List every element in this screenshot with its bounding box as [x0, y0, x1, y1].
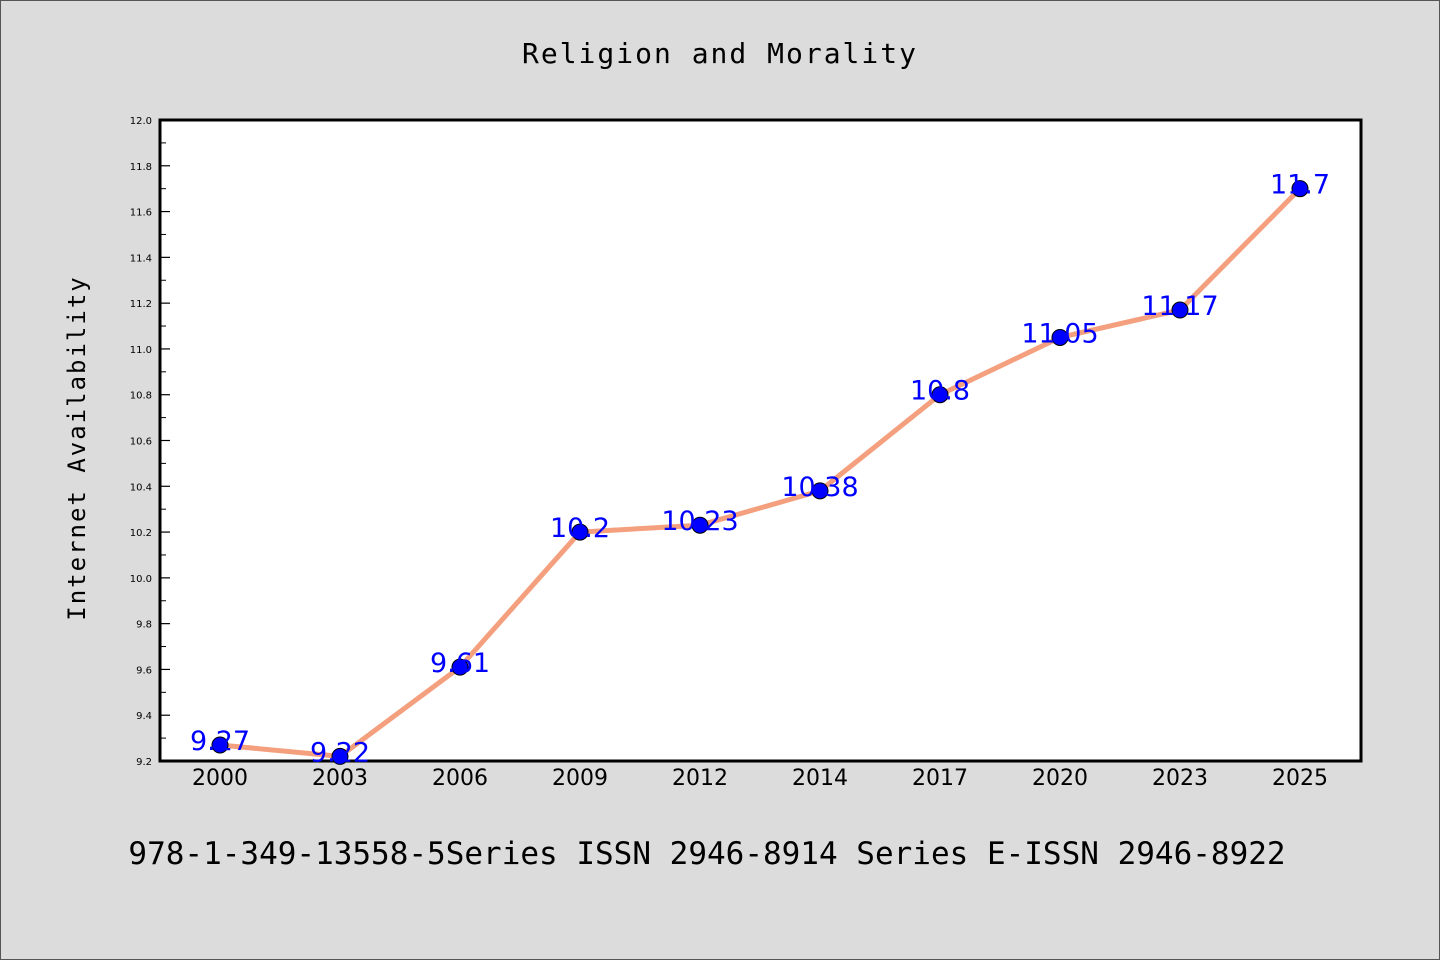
y-tick-label: 9.6 — [136, 665, 152, 676]
data-label: 11.05 — [1021, 318, 1098, 349]
data-label: 11.7 — [1270, 170, 1330, 201]
y-tick-label: 10.0 — [130, 574, 152, 585]
data-point — [691, 516, 709, 534]
y-tick-label: 11.6 — [130, 208, 152, 219]
y-tick-label: 9.4 — [136, 711, 152, 722]
data-point — [1171, 301, 1189, 319]
x-tick-label: 2023 — [1152, 766, 1208, 791]
x-tick-label: 2003 — [312, 766, 368, 791]
x-tick-label: 2017 — [912, 766, 968, 791]
x-axis: 2000 2003 2006 2009 2012 2014 2017 2020 2023 2025 — [192, 766, 1328, 791]
data-label: 9.61 — [430, 648, 490, 679]
y-tick-label: 9.2 — [136, 757, 152, 768]
y-axis: 9.2 9.4 9.6 9.8 10.0 10.2 10.4 10.6 10.8 11.0 11.2… — [130, 116, 170, 768]
y-tick-label: 10.2 — [130, 528, 152, 539]
y-tick-label: 11.0 — [130, 345, 152, 356]
series-line — [217, 186, 1303, 759]
y-tick-label: 12.0 — [130, 116, 152, 127]
data-label: 9.22 — [310, 737, 370, 768]
data-label: 9.27 — [190, 726, 250, 757]
y-tick-label: 11.4 — [130, 253, 152, 264]
y-tick-label: 9.8 — [136, 620, 152, 631]
footer-isbn-issn: 978-1-349-13558-5Series ISSN 2946-8914 S… — [128, 836, 1285, 872]
y-tick-label: 10.4 — [130, 482, 152, 493]
x-tick-label: 2020 — [1032, 766, 1088, 791]
series-layer: 9.27 9.22 9.61 10.2 10.23 10.38 10.8 11.05 11.17… — [190, 170, 1330, 769]
data-label: 11.17 — [1141, 291, 1218, 322]
x-tick-label: 2012 — [672, 766, 728, 791]
x-tick-label: 2009 — [552, 766, 608, 791]
y-tick-label: 10.8 — [130, 391, 152, 402]
x-tick-label: 2014 — [792, 766, 848, 791]
data-point — [451, 658, 469, 676]
y-tick-label: 11.8 — [130, 162, 152, 173]
y-tick-label: 11.2 — [130, 299, 152, 310]
y-tick-label: 10.6 — [130, 437, 152, 448]
data-point — [1051, 328, 1069, 346]
plot-area — [158, 118, 1363, 763]
chart-title: Religion and Morality — [522, 37, 918, 70]
data-point — [811, 482, 829, 500]
data-label: 10.38 — [781, 472, 858, 503]
y-axis-label: Internet Availability — [63, 275, 91, 620]
data-point — [571, 523, 589, 541]
data-label: 10.2 — [550, 513, 610, 544]
data-label: 10.8 — [910, 376, 970, 407]
x-tick-label: 2000 — [192, 766, 248, 791]
data-point — [1291, 180, 1309, 198]
data-label: 10.23 — [661, 506, 738, 537]
data-point — [211, 736, 229, 754]
data-point — [331, 747, 349, 765]
data-point — [931, 386, 949, 404]
x-tick-label: 2025 — [1272, 766, 1328, 791]
x-tick-label: 2006 — [432, 766, 488, 791]
